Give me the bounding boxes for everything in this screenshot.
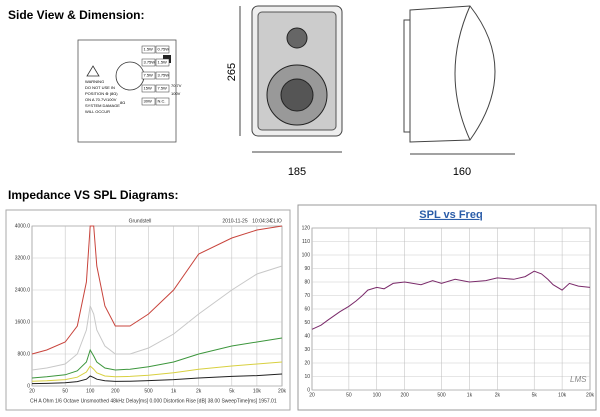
tap-box <box>155 45 170 54</box>
y-tick-label: 2400.0 <box>15 287 31 293</box>
tap-box <box>141 84 156 93</box>
panel-text: 1.5W <box>144 47 154 52</box>
y-tick-label: 10 <box>304 374 310 380</box>
series-line <box>31 373 283 385</box>
x-tick-label: 50 <box>346 392 352 398</box>
y-tick-label: 1600.0 <box>15 319 31 325</box>
chart-footer: CH A Ohm 1/6 Octave Unsmoothed 48kHz Del… <box>30 398 277 404</box>
tap-box <box>141 58 156 67</box>
side-view <box>403 5 515 155</box>
heading: Side View & Dimension: <box>8 8 144 22</box>
panel-text: POSITION ⊗ (8Ω) <box>85 91 118 96</box>
y-tick-label: 30 <box>304 347 310 353</box>
warning-icon <box>86 65 100 77</box>
series-line <box>31 361 283 382</box>
panel-text: 1.5W <box>158 60 168 65</box>
x-tick-label: 5k <box>532 392 538 398</box>
tap-box <box>141 97 156 106</box>
tap-box <box>141 71 156 80</box>
y-tick-label: 50 <box>304 320 310 326</box>
x-tick-label: 20 <box>309 392 315 398</box>
y-tick-label: 90 <box>304 266 310 272</box>
side-body <box>409 5 496 143</box>
chart-title: SPL vs Freq <box>419 209 482 221</box>
tap-box <box>155 84 170 93</box>
x-tick-label: 1k <box>171 388 177 394</box>
series-line <box>31 265 283 371</box>
x-tick-label: 20k <box>586 392 595 398</box>
x-tick-label: 10k <box>558 392 567 398</box>
x-tick-label: 500 <box>144 388 153 394</box>
y-tick-label: 4000.0 <box>15 223 31 229</box>
panel-text: WILL OCCUR <box>85 109 110 114</box>
x-tick-label: 20 <box>29 388 35 394</box>
panel-text: 7.5W <box>144 73 154 78</box>
y-tick-label: 60 <box>304 306 310 312</box>
top-label: 10:04:34 <box>252 218 272 224</box>
tap-box <box>155 58 170 67</box>
x-tick-label: 2k <box>495 392 501 398</box>
y-tick-label: 3200.0 <box>15 255 31 261</box>
series-line <box>31 337 283 379</box>
series-line <box>31 225 283 355</box>
tap-box <box>155 71 170 80</box>
panel-text: 70.7V <box>171 83 182 88</box>
watermark: LMS <box>570 375 587 384</box>
front-view <box>239 5 343 153</box>
x-tick-label: 100 <box>86 388 95 394</box>
y-tick-label: 0 <box>27 383 30 389</box>
x-tick-label: 1k <box>467 392 473 398</box>
panel-text: 7.5W <box>158 86 168 91</box>
panel-text: 3.75W <box>158 73 170 78</box>
heading: Impedance VS SPL Diagrams: <box>8 188 179 202</box>
y-tick-label: 0 <box>307 387 310 393</box>
series-line <box>311 270 591 330</box>
x-tick-label: 50 <box>62 388 68 394</box>
tap-box <box>141 45 156 54</box>
x-tick-label: 2k <box>196 388 202 394</box>
x-tick-label: 200 <box>111 388 120 394</box>
y-tick-label: 40 <box>304 333 310 339</box>
top-label: Grundstell <box>129 218 152 224</box>
y-tick-label: 110 <box>302 239 310 245</box>
panel-text: 100V <box>171 91 181 96</box>
dimension-label: 160 <box>453 166 471 178</box>
y-tick-label: 80 <box>304 279 310 285</box>
y-tick-label: 800.0 <box>17 351 30 357</box>
panel-text: 3.75W <box>144 60 156 65</box>
panel-text: 8Ω <box>120 100 125 105</box>
panel-text: 30W <box>144 99 152 104</box>
x-tick-label: 5k <box>229 388 235 394</box>
tweeter <box>286 27 308 49</box>
side-curve <box>454 5 471 141</box>
panel-text: ON A 70.7V/100V <box>85 97 117 102</box>
x-tick-label: 20k <box>278 388 287 394</box>
dimension-label: 185 <box>288 166 306 178</box>
x-tick-label: 100 <box>373 392 382 398</box>
dimension-label: 265 <box>226 63 238 81</box>
bracket <box>403 19 411 133</box>
y-tick-label: 100 <box>302 252 311 258</box>
y-tick-label: 70 <box>304 293 310 299</box>
top-label: 2010-11-25 <box>222 218 247 224</box>
x-tick-label: 200 <box>400 392 409 398</box>
y-tick-label: 20 <box>304 360 310 366</box>
panel-text: 15W <box>144 86 152 91</box>
panel-text: DO NOT USE IN <box>85 85 115 90</box>
tap-box <box>155 97 170 106</box>
panel-text: SYSTEM DAMAGE <box>85 103 120 108</box>
panel-text: N.C. <box>158 99 166 104</box>
top-label: CLIO <box>270 218 282 224</box>
y-tick-label: 120 <box>302 225 311 231</box>
x-tick-label: 500 <box>437 392 446 398</box>
x-tick-label: 10k <box>253 388 262 394</box>
panel-text: WARNING <box>85 79 104 84</box>
woofer-cone <box>280 78 314 112</box>
panel-text: 0.75W <box>158 47 170 52</box>
